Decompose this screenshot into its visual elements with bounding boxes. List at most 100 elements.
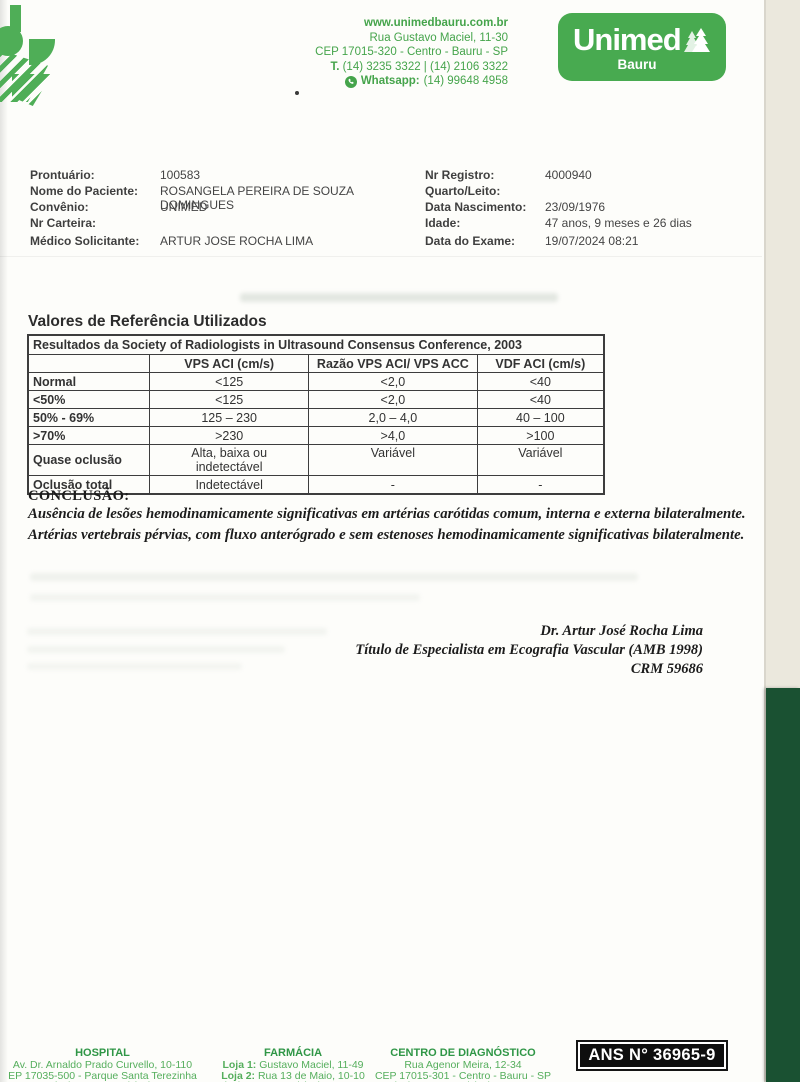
cell: >230 (149, 426, 310, 445)
field-label: Prontuário: (30, 168, 95, 182)
footer-line: T. (14) 3235 3333 | (14) 2106 3333 (193, 1081, 393, 1082)
field-value: ROSANGELA PEREIRA DE SOUZA DOMINGUES (160, 184, 354, 212)
doctor-crm: CRM 59686 (630, 661, 703, 677)
table-caption-row: Resultados da Society of Radiologists in… (27, 334, 605, 355)
line-label: T. (212, 1080, 220, 1082)
footer-diagnostico-title: CENTRO DE DIAGNÓSTICO (390, 1047, 536, 1059)
pattern-semicircle (0, 26, 23, 56)
cell: <2,0 (308, 390, 478, 409)
cell: 2,0 – 4,0 (308, 408, 478, 427)
reference-section-title: Valores de Referência Utilizados (28, 313, 267, 330)
footer-line: Loja 2: Rua 13 de Maio, 10-10 (193, 1069, 393, 1082)
row-label: Quase oclusão (27, 444, 151, 476)
green-card-edge (766, 688, 800, 1082)
doctor-name: Dr. Artur José Rocha Lima (540, 623, 703, 639)
website-text: www.unimedbauru.com.br (364, 17, 508, 29)
row-label: Oclusão total (27, 475, 151, 495)
field-value: 4000940 (545, 168, 592, 182)
field-label: Idade: (425, 216, 461, 230)
line-text: Rua 13 de Maio, 10-10 (255, 1069, 365, 1082)
conclusion-paragraph: Ausência de lesões hemodinamicamente sig… (28, 506, 746, 522)
table-row: Oclusão total Indetectável - - (27, 475, 605, 495)
field-label: Nr Registro: (425, 168, 495, 182)
field-label: Nome do Paciente: (30, 184, 139, 198)
cep-line: CEP 17015-320 - Centro - Bauru - SP (315, 46, 508, 59)
cell: 125 – 230 (149, 408, 310, 427)
doctor-signature-block: Dr. Artur José Rocha Lima Título de Espe… (243, 622, 703, 679)
table-row: Quase oclusão Alta, baixa ou indetectáve… (27, 444, 605, 476)
column-header: VDF ACI (cm/s) (476, 354, 605, 373)
unimed-city-label: Bauru (617, 57, 657, 72)
cell: 40 – 100 (476, 408, 605, 427)
column-header: VPS ACI (cm/s) (149, 354, 310, 373)
cell: >4,0 (308, 426, 478, 445)
table-caption: Resultados da Society of Radiologists in… (27, 334, 605, 355)
footer-line: Loja 1: Gustavo Maciel, 11-49 (193, 1059, 393, 1072)
field-label: Convênio: (30, 200, 89, 214)
paper-crease (0, 256, 762, 257)
cell: <125 (149, 390, 310, 409)
footer-line: Rua Agenor Meira, 12-34 (404, 1059, 522, 1072)
table-row: >70% >230 >4,0 >100 (27, 426, 605, 445)
table-header-row: VPS ACI (cm/s) Razão VPS ACI/ VPS ACC VD… (27, 354, 605, 373)
field-value: 19/07/2024 08:21 (545, 234, 639, 248)
footer-farmacia: FARMÁCIA Loja 1: Gustavo Maciel, 11-49 L… (193, 1047, 393, 1082)
unimed-wordmark: Unimed (573, 22, 682, 57)
scan-left-shadow (0, 0, 8, 1082)
field-label: Quarto/Leito: (425, 184, 501, 198)
bleed-through-text (27, 646, 285, 653)
field-label: Data Nascimento: (425, 200, 527, 214)
scan-speck (295, 91, 299, 95)
row-label: 50% - 69% (27, 408, 151, 427)
whatsapp-icon (344, 75, 357, 88)
field-label: Nr Carteira: (30, 216, 97, 230)
line-label: Loja 2: (221, 1069, 256, 1082)
doctor-title: Título de Especialista em Ecografia Vasc… (355, 642, 703, 658)
cell: <125 (149, 372, 310, 391)
conclusion-body: Ausência de lesões hemodinamicamente sig… (28, 504, 750, 546)
cell: <40 (476, 390, 605, 409)
bleed-through-text (27, 663, 242, 670)
footer-farmacia-title: FARMÁCIA (263, 1047, 323, 1059)
footer-line: T. (14) 3235 3350 | (14) 2106 3350 (352, 1080, 574, 1082)
footer-line: Av. Dr. Arnaldo Prado Curvello, 10-110 (12, 1059, 193, 1072)
cell: Indetectável (149, 475, 310, 495)
footer-line: EP 17035-500 - Parque Santa Terezinha (8, 1069, 197, 1082)
cell: Variável (476, 444, 605, 476)
footer-line: CEP 17015-301 - Centro - Bauru - SP (374, 1069, 552, 1082)
row-label: Normal (27, 372, 151, 391)
field-label: Médico Solicitante: (30, 234, 140, 248)
conclusion-title: CONCLUSÃO: (28, 488, 130, 504)
cell: <40 (476, 372, 605, 391)
footer-line: ru - SP - T. (14) 3103 2121 | (14) 3201 … (0, 1080, 205, 1082)
bleed-through-text (27, 628, 327, 635)
cell: <2,0 (308, 372, 478, 391)
phone-line: T. (14) 3235 3322 | (14) 2106 3322 (208, 60, 508, 75)
bleed-through-text (30, 573, 638, 581)
conclusion-paragraph: Artérias vertebrais pérvias, com fluxo a… (28, 527, 745, 543)
cell: - (476, 475, 605, 495)
unimed-tree-icon (682, 26, 714, 58)
table-row: Normal <125 <2,0 <40 (27, 372, 605, 391)
whatsapp-label: Whatsapp: (360, 75, 420, 88)
table-row: 50% - 69% 125 – 230 2,0 – 4,0 40 – 100 (27, 408, 605, 427)
header-contact-block: www.unimedbauru.com.br Rua Gustavo Macie… (208, 16, 508, 89)
cell: - (308, 475, 478, 495)
phone-label: T. (330, 60, 340, 73)
line-text: (14) 3235 3333 | (14) 2106 3333 (220, 1080, 374, 1082)
row-label: <50% (27, 390, 151, 409)
line-text: Gustavo Maciel, 11-49 (256, 1059, 364, 1072)
table-row: <50% <125 <2,0 <40 (27, 390, 605, 409)
cell: Variável (308, 444, 478, 476)
field-value: 23/09/1976 (545, 200, 606, 214)
footer-diagnostico: CENTRO DE DIAGNÓSTICO Rua Agenor Meira, … (352, 1047, 574, 1082)
unimed-logo: Unimed Bauru (558, 13, 726, 81)
field-value: ARTUR JOSE ROCHA LIMA (160, 234, 314, 248)
column-header: Razão VPS ACI/ VPS ACC (308, 354, 478, 373)
bleed-through-text (240, 293, 558, 302)
bleed-through-text (30, 594, 420, 601)
street-address: Rua Gustavo Maciel, 11-30 (369, 31, 509, 44)
ans-registration-badge: ANS N° 36965-9 (576, 1040, 728, 1071)
field-value: UNIMED (160, 200, 208, 214)
